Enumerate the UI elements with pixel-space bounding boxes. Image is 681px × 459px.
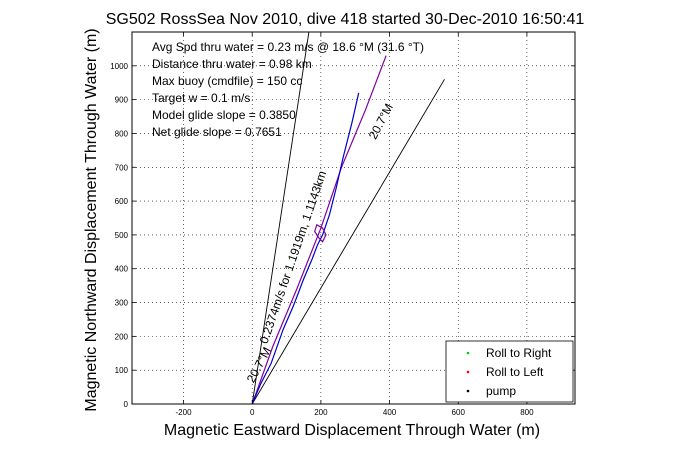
legend-marker-1 <box>466 370 470 374</box>
series-line-2 <box>251 55 387 405</box>
y-tick-label: 700 <box>115 163 129 172</box>
y-tick-label: 100 <box>115 366 129 375</box>
tick-layer: -200 0 200 400 600 800 0 100 200 300 400 500 600 700 8… <box>110 32 575 417</box>
y-tick-label: 1000 <box>110 62 128 71</box>
legend: Roll to Right Roll to Left pump <box>445 340 574 403</box>
legend-marker-2 <box>466 389 470 393</box>
x-tick-label: 600 <box>452 408 466 417</box>
series-line-3 <box>251 92 360 405</box>
x-axis-label: Magnetic Eastward Displacement Through W… <box>164 422 540 439</box>
stats-annotation-1: Distance thru water = 0.98 km <box>152 57 312 71</box>
y-tick-label: 0 <box>124 400 129 409</box>
y-tick-label: 800 <box>115 129 129 138</box>
stats-annotation-0: Avg Spd thru water = 0.23 m/s @ 18.6 °M … <box>152 40 424 54</box>
stats-annotation-2: Max buoy (cmdfile) = 150 cc <box>152 74 302 88</box>
y-tick-label: 200 <box>115 332 129 341</box>
series-line-1 <box>251 79 445 405</box>
legend-entry-1: Roll to Left <box>486 365 544 379</box>
legend-marker-0 <box>466 351 470 355</box>
stats-annotation-5: Net glide slope = 0.7651 <box>152 125 282 139</box>
x-tick-label: 400 <box>383 408 397 417</box>
legend-entry-0: Roll to Right <box>486 346 552 360</box>
y-tick-label: 400 <box>115 265 129 274</box>
plot-frame <box>131 31 576 405</box>
x-tick-label: 0 <box>250 408 255 417</box>
stats-annotation-3: Target w = 0.1 m/s <box>152 91 250 105</box>
series-line-0 <box>251 31 310 405</box>
stats-annotation-4: Model glide slope = 0.3850 <box>152 108 296 122</box>
y-axis-label: Magnetic Northward Displacement Through … <box>83 28 100 411</box>
y-tick-label: 300 <box>115 299 129 308</box>
series-layer <box>251 31 445 405</box>
x-tick-label: 800 <box>520 408 534 417</box>
y-tick-label: 600 <box>115 197 129 206</box>
y-tick-label: 500 <box>115 231 129 240</box>
x-tick-label: 200 <box>314 408 328 417</box>
chart-title: SG502 RossSea Nov 2010, dive 418 started… <box>106 11 585 28</box>
series-line-4 <box>314 223 327 243</box>
x-tick-label: -200 <box>176 408 193 417</box>
y-tick-label: 900 <box>115 96 129 105</box>
legend-entry-2: pump <box>486 384 516 398</box>
